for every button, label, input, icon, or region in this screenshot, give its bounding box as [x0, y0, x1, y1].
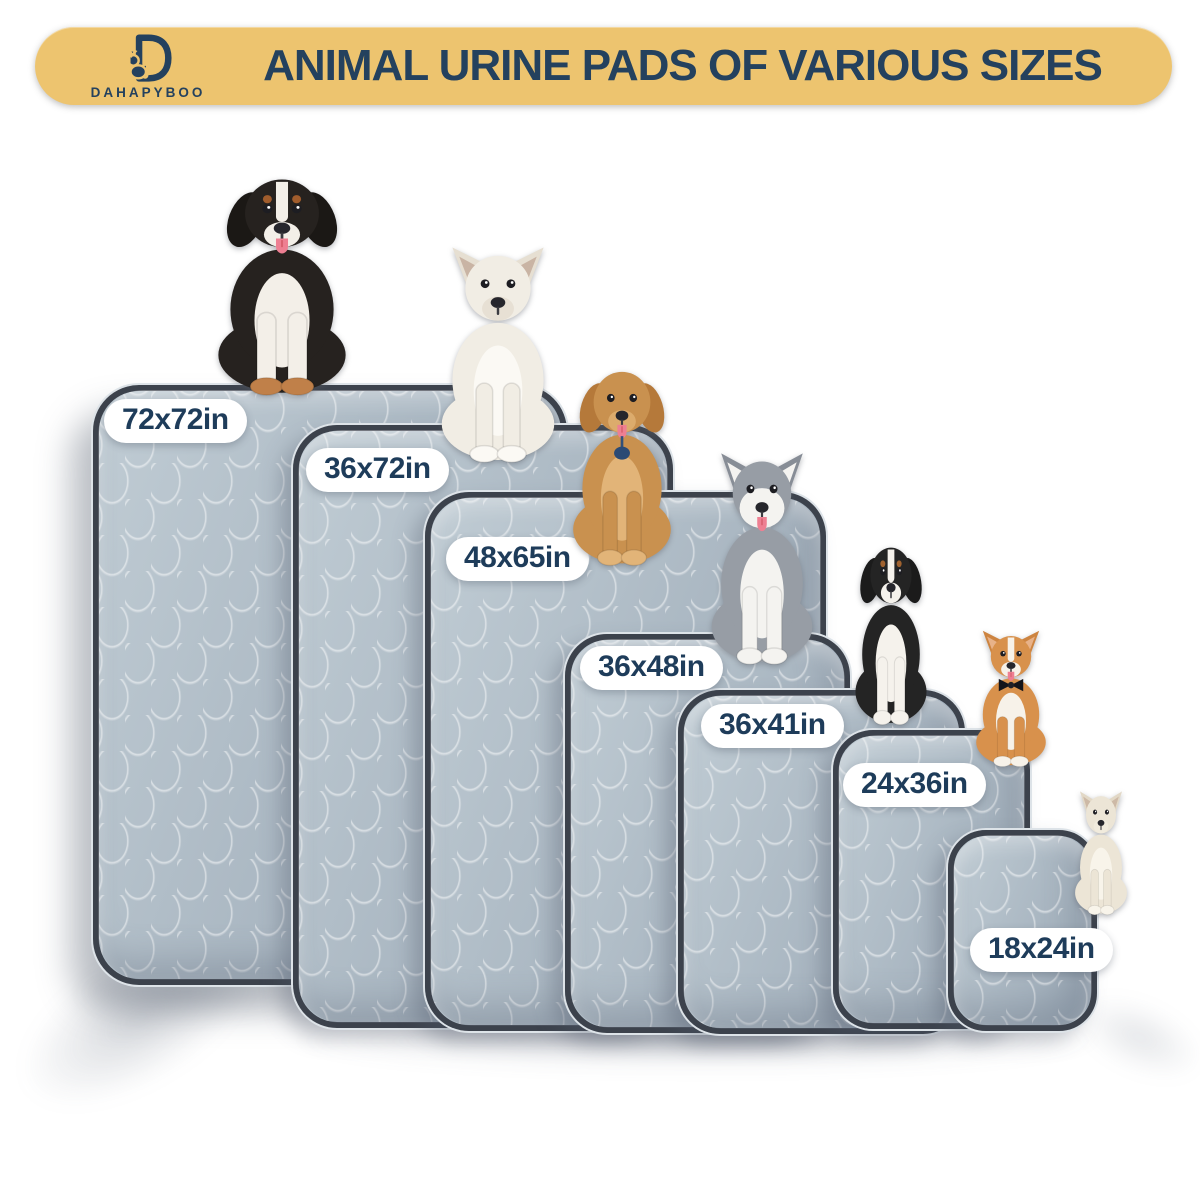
size-label-48x65in: 48x65in	[446, 537, 589, 581]
size-label-36x72in: 36x72in	[306, 448, 449, 492]
dog-border-collie	[843, 534, 939, 728]
dog-golden-retriever	[556, 357, 688, 569]
dog-samoyed	[422, 240, 574, 466]
d-dog-logo-icon	[123, 34, 172, 82]
size-label-24x36in: 24x36in	[843, 763, 986, 807]
dog-welsh-corgi	[964, 626, 1058, 769]
brand-logo: DAHAPYBOO	[63, 32, 233, 100]
size-label-36x41in: 36x41in	[701, 704, 844, 748]
page-title: ANIMAL URINE PADS OF VARIOUS SIZES	[263, 41, 1103, 90]
size-label-18x24in: 18x24in	[970, 928, 1113, 972]
brand-name: DAHAPYBOO	[90, 85, 206, 101]
brand-banner: DAHAPYBOO ANIMAL URINE PADS OF VARIOUS S…	[35, 27, 1172, 105]
dog-siberian-husky	[694, 446, 830, 668]
dog-bernese-mountain-dog	[196, 163, 368, 399]
dog-chihuahua	[1066, 787, 1136, 917]
size-label-72x72in: 72x72in	[104, 399, 247, 443]
size-label-36x48in: 36x48in	[580, 646, 723, 690]
